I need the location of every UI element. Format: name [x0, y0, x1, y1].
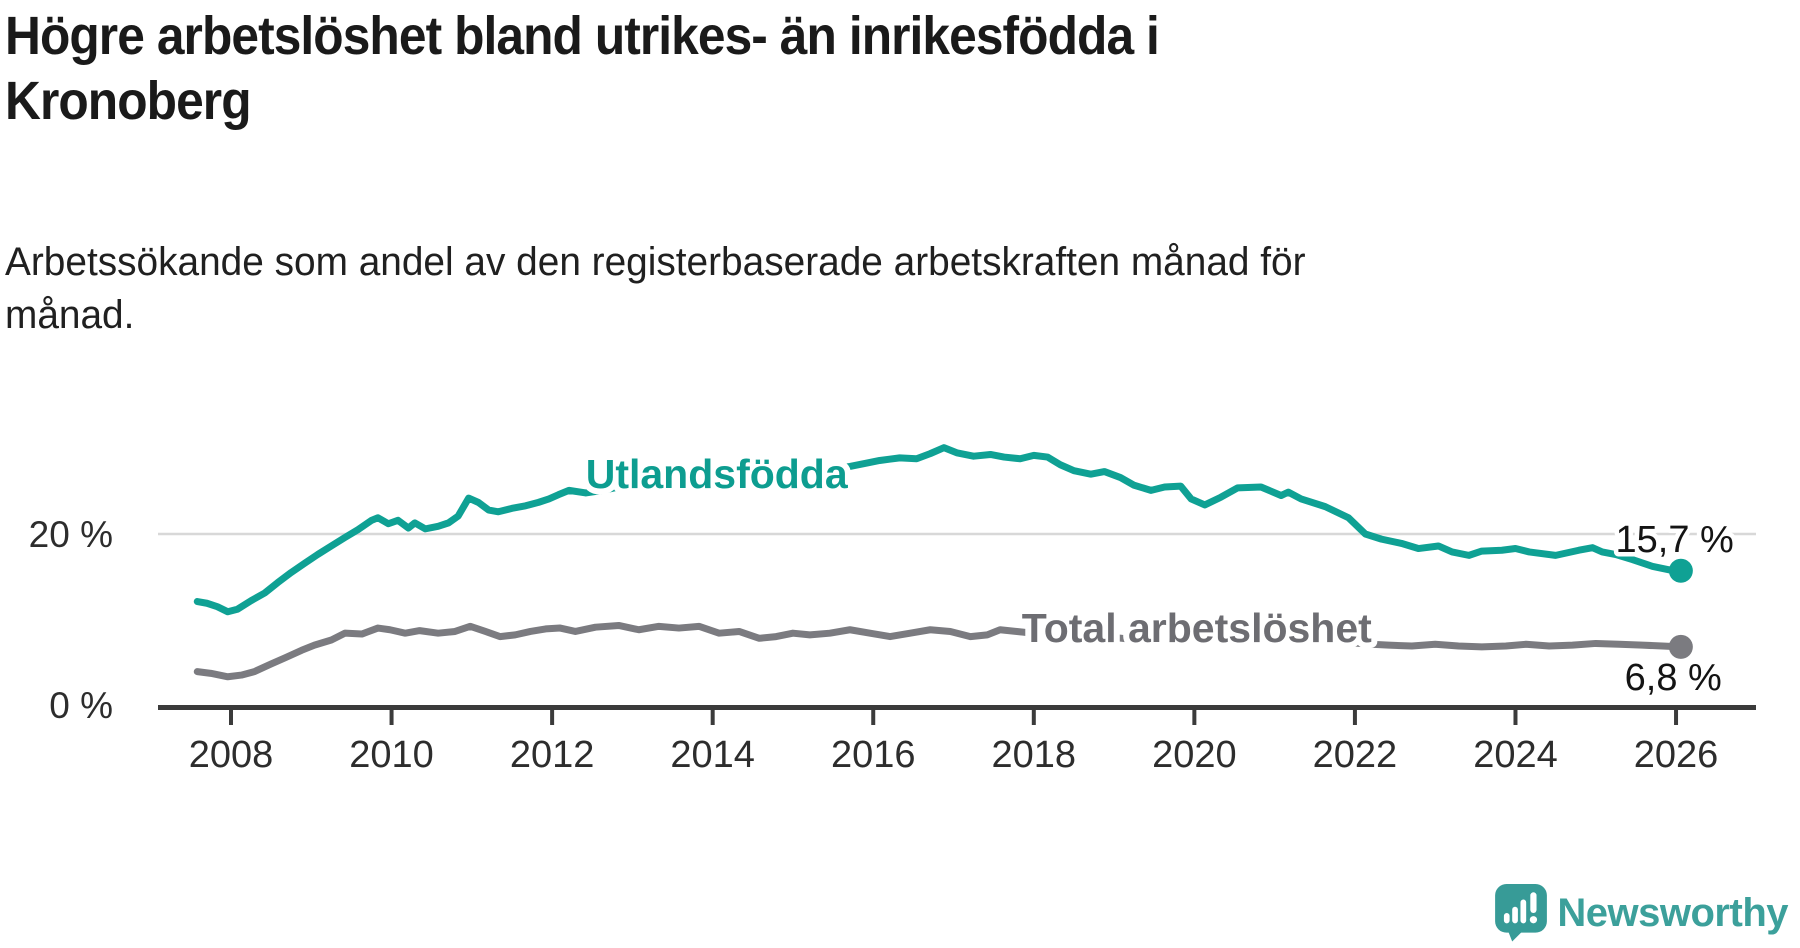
newsworthy-logo-icon [1495, 884, 1548, 942]
page-title-line2: Kronoberg [5, 70, 252, 131]
series-end-value-1: 6,8 % [1625, 657, 1722, 699]
x-tick-label-2020: 2020 [1152, 734, 1237, 776]
page-title: Högre arbetslöshet bland utrikes- än inr… [5, 4, 1160, 134]
series-line-1 [193, 621, 1685, 681]
series-label-0: Utlandsfödda [586, 451, 849, 497]
x-tick-label-2022: 2022 [1313, 734, 1398, 776]
x-tick-label-2010: 2010 [349, 734, 434, 776]
x-tick-label-2008: 2008 [189, 734, 274, 776]
y-tick-label-0: 0 % [49, 685, 113, 726]
series-end-dot-1 [1668, 634, 1693, 659]
x-tick-label-2018: 2018 [992, 734, 1077, 776]
x-tick-label-2026: 2026 [1634, 734, 1719, 776]
page-subtitle: Arbetssökande som andel av den registerb… [5, 236, 1306, 342]
newsworthy-logo-text: Newsworthy [1557, 890, 1788, 935]
x-tick-label-2024: 2024 [1473, 734, 1558, 776]
y-tick-label-20: 20 % [29, 514, 113, 555]
page-title-line1: Högre arbetslöshet bland utrikes- än inr… [5, 6, 1160, 66]
newsworthy-branding: Newsworthy [1495, 884, 1788, 942]
series-end-value-0: 15,7 % [1616, 519, 1734, 561]
series-end-dot-0 [1668, 558, 1693, 583]
x-tick-label-2016: 2016 [831, 734, 916, 776]
series-label-1: Total arbetslöshet [1022, 605, 1372, 651]
page-subtitle-line1: Arbetssökande som andel av den registerb… [5, 240, 1306, 284]
page-subtitle-line2: månad. [5, 292, 135, 337]
x-tick-label-2012: 2012 [510, 734, 595, 776]
x-tick-label-2014: 2014 [670, 734, 755, 776]
series-line-0 [193, 444, 1685, 616]
